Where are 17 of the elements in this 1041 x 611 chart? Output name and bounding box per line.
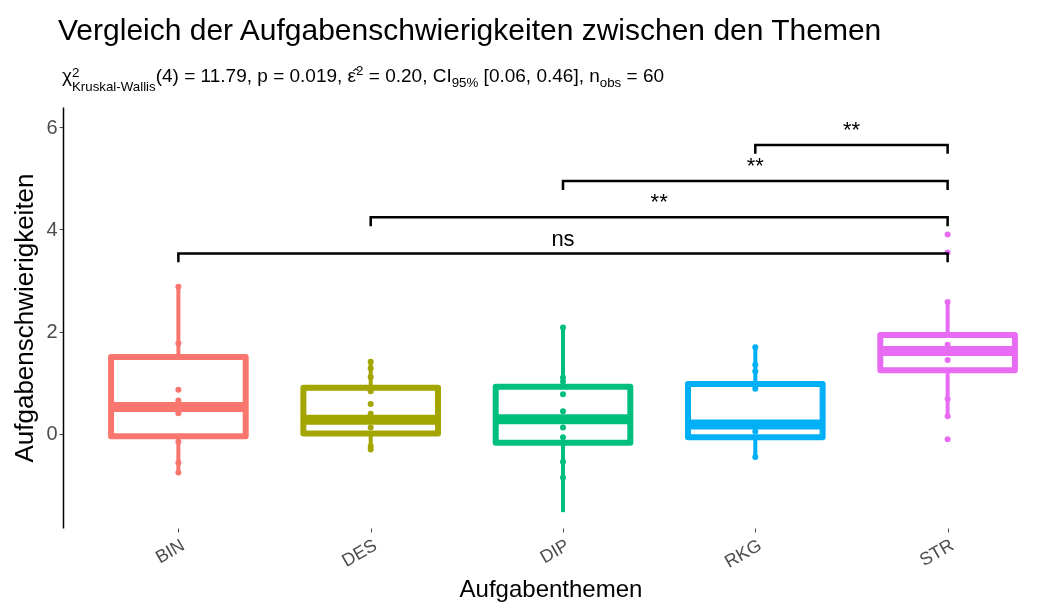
- x-tick-label: RKG: [721, 534, 765, 572]
- annotation: ns: [551, 225, 575, 251]
- x-tick-label: DIP: [536, 534, 573, 568]
- y-tick-label: 4: [46, 217, 58, 240]
- y-axis-title: Aufgabenschwierigkeiten: [9, 173, 40, 463]
- y-tick-label: 0: [46, 422, 58, 445]
- annotation: **: [650, 189, 669, 215]
- chart-title: Vergleich der Aufgabenschwierigkeiten zwischen den Themen: [58, 12, 882, 48]
- y-tick-label: 2: [46, 320, 58, 343]
- x-tick-label: DES: [338, 534, 381, 571]
- annotation: **: [842, 116, 861, 142]
- y-tick-label: 6: [46, 115, 58, 138]
- x-tick-label: BIN: [151, 534, 188, 568]
- x-tick-label: STR: [915, 534, 958, 571]
- x-axis-title: Aufgabenthemen: [459, 574, 643, 602]
- text: χ$^{2}$$_{Kruskal-Wallis}$(4) = 11.79, p = 0.019, ε̂$^{2}$ = 0.20, CI$_{95%}$ [0.06, 0.46], n$_{obs}$ = 60: [62, 63, 665, 94]
- annotation: **: [746, 153, 765, 179]
